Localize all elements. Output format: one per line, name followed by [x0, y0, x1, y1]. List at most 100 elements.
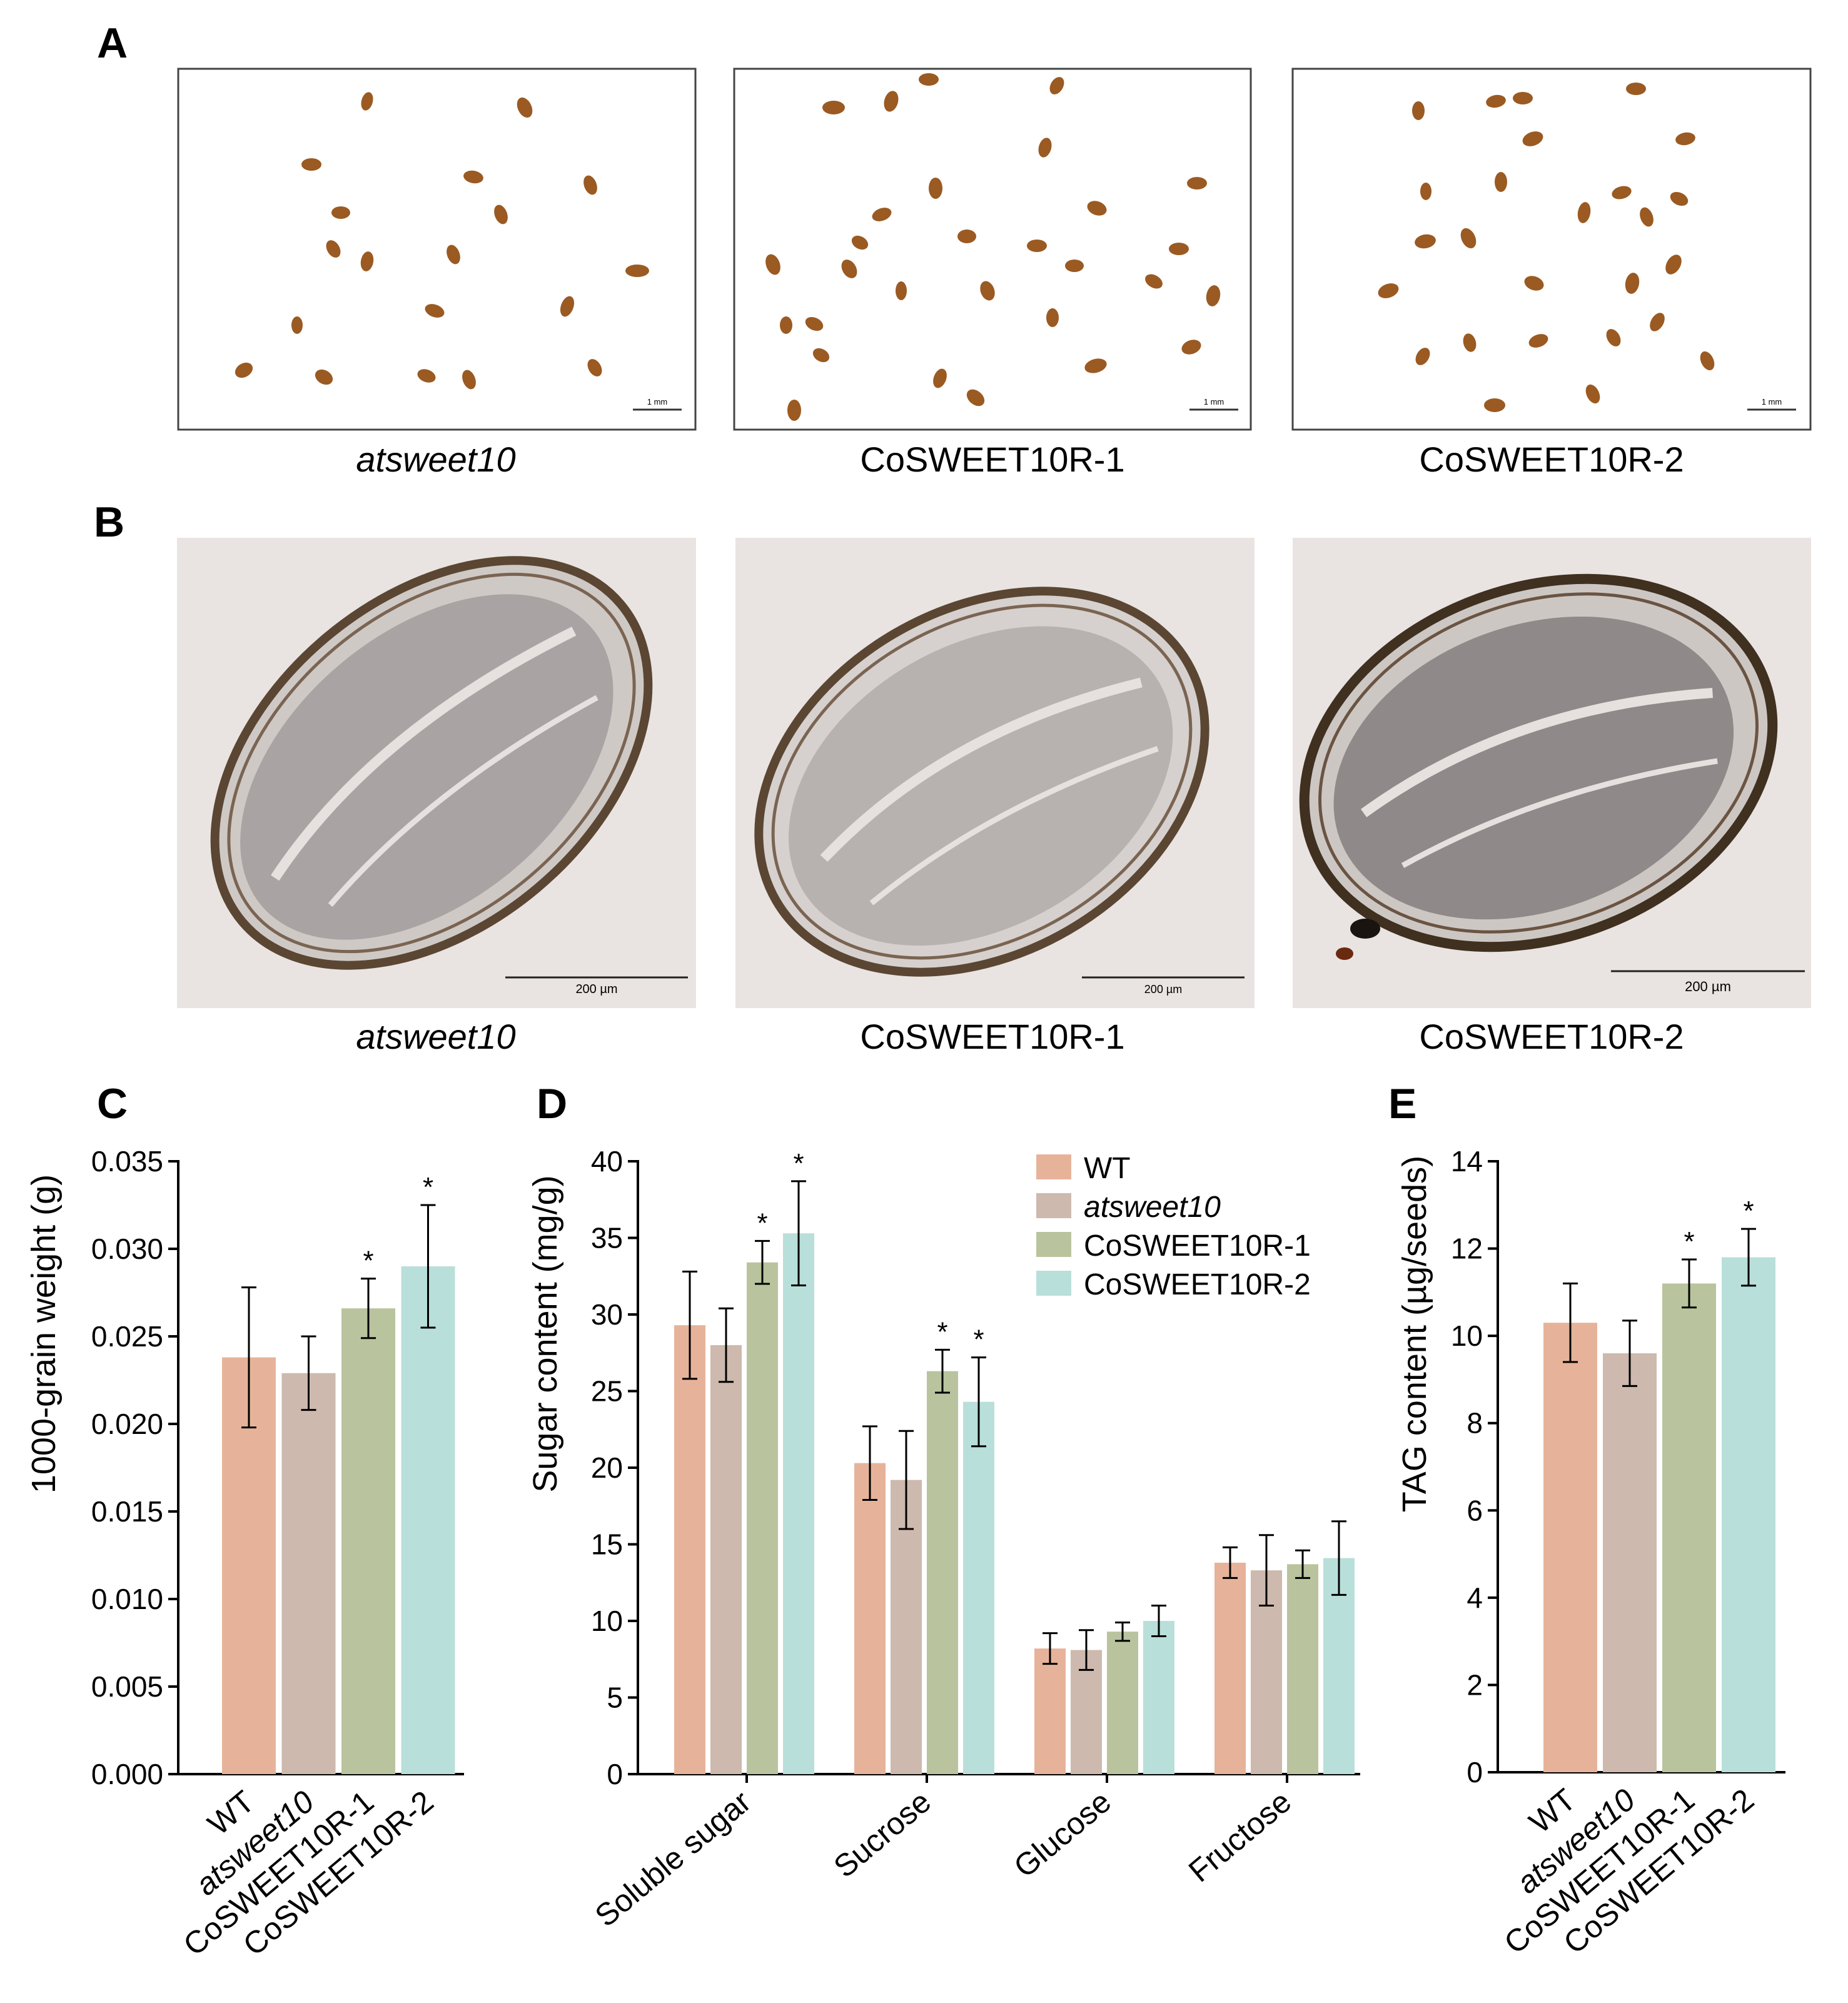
panel-b-letter: B: [94, 498, 124, 546]
chart-e-atsweet10-bar: [1603, 1353, 1657, 1772]
panel-a-image-2: 1 mm: [733, 68, 1252, 431]
chart-d-bars: * * * *: [674, 1148, 1355, 1774]
chart-e-ytick-label: 12: [1451, 1233, 1483, 1265]
chart-d-soluble-sugar-wt-bar: [674, 1325, 705, 1774]
seeds-atsweet10: [235, 92, 649, 390]
chart-e-wt-bar: [1543, 1323, 1597, 1772]
chart-e-cosweet10r-1-bar: [1662, 1283, 1716, 1772]
chart-e-ytick-label: 14: [1451, 1145, 1483, 1178]
chart-e-cosweet10r-2-bar: [1722, 1257, 1775, 1772]
panel-b-image-2: 200 µm: [735, 538, 1255, 1008]
scale-bar-label-b3: 200 µm: [1685, 979, 1731, 994]
caption-b-cosweet10r-2: CoSWEET10R-2: [1419, 1017, 1684, 1056]
caption-a-atsweet10: atsweet10: [356, 440, 515, 479]
chart-c-cosweet10r-2-bar: [401, 1266, 455, 1774]
scale-bar-label-b2: 200 µm: [1144, 983, 1182, 996]
scale-bar-label-a3: 1 mm: [1762, 397, 1782, 406]
chart-d-ytick-label: 5: [607, 1682, 623, 1714]
caption-a-cosweet10r-2: CoSWEET10R-2: [1419, 440, 1684, 479]
chart-e-ytick-label: 4: [1467, 1582, 1483, 1614]
scale-bar-label-a1: 1 mm: [647, 397, 668, 406]
panel-a-image-3: 1 mm: [1291, 68, 1812, 431]
chart-c-ticks: 0.000 0.005 0.010 0.015 0.020 0.025 0.030 0.035: [91, 1145, 464, 1790]
chart-d: D Sugar content (mg/g) 0510152025303540 …: [527, 1080, 1360, 1934]
chart-d-sucrose-cosweet10r-1-significance-mark: *: [937, 1316, 947, 1347]
panel-e-letter: E: [1388, 1080, 1416, 1128]
chart-c-cosweet10r-1-significance-mark: *: [363, 1246, 373, 1276]
chart-d-soluble-sugar-cosweet10r-1-bar: [747, 1262, 778, 1774]
chart-c-ytick-label: 0.015: [91, 1495, 163, 1528]
chart-d-sucrose-cosweet10r-2-significance-mark: *: [973, 1324, 984, 1355]
chart-d-ylabel: Sugar content (mg/g): [527, 1175, 564, 1492]
chart-d-xlabel-sucrose: Sucrose: [827, 1784, 938, 1885]
chart-d-ytick-label: 40: [591, 1145, 623, 1178]
scale-bar-label-b1: 200 µm: [575, 982, 617, 996]
chart-c-ytick-label: 0.005: [91, 1670, 163, 1703]
chart-d-glucose-cosweet10r-2-bar: [1143, 1621, 1174, 1774]
panel-b-image-1: 200 µm: [177, 538, 696, 1008]
chart-e-ticks: 0 2 4 6 8 10 12 14: [1451, 1145, 1785, 1789]
chart-d-legend: WT atsweet10 CoSWEET10R-1 CoSWEET10R-2: [1036, 1152, 1311, 1301]
caption-b-atsweet10: atsweet10: [356, 1017, 515, 1056]
chart-e-ytick-label: 0: [1467, 1756, 1483, 1789]
chart-d-xlabel-fructose: Fructose: [1182, 1784, 1298, 1889]
seeds-cosweet10r-2: [1378, 83, 1715, 412]
scale-bar-label-a2: 1 mm: [1204, 397, 1224, 406]
legend-label-atsweet10: atsweet10: [1084, 1191, 1221, 1224]
panel-d-letter: D: [537, 1080, 567, 1128]
chart-d-ytick-label: 25: [591, 1375, 623, 1408]
panel-b-image-3: 200 µm: [1293, 538, 1811, 1008]
chart-d-fructose-wt-bar: [1214, 1562, 1246, 1774]
chart-d-sucrose-cosweet10r-2-bar: [963, 1401, 994, 1774]
chart-d-glucose-cosweet10r-1-bar: [1107, 1632, 1138, 1774]
legend-swatch-wt: [1036, 1154, 1071, 1179]
chart-d-ytick-label: 0: [607, 1758, 623, 1790]
chart-e-bars: **: [1543, 1196, 1775, 1772]
chart-d-xlabel-soluble-sugar: Soluble sugar: [588, 1784, 757, 1934]
caption-a-cosweet10r-1: CoSWEET10R-1: [860, 440, 1124, 479]
chart-c: C 1000-grain weight (g) 0.0000.0050.0100…: [25, 1080, 464, 1962]
legend-swatch-cosweet10r-1: [1036, 1232, 1071, 1257]
legend-label-cosweet10r-2: CoSWEET10R-2: [1084, 1268, 1311, 1301]
chart-d-glucose-wt-bar: [1034, 1648, 1066, 1774]
panel-c-letter: C: [97, 1080, 128, 1128]
seeds-cosweet10r-1: [765, 73, 1221, 421]
chart-d-sucrose-cosweet10r-1-bar: [927, 1371, 958, 1774]
chart-c-cosweet10r-2-significance-mark: *: [423, 1172, 433, 1203]
chart-d-soluble-sugar-cosweet10r-2-significance-mark: *: [793, 1148, 804, 1179]
chart-e-ytick-label: 2: [1467, 1668, 1483, 1701]
chart-d-ytick-label: 30: [591, 1298, 623, 1331]
chart-d-fructose-cosweet10r-1-bar: [1287, 1564, 1318, 1774]
chart-d-ytick-label: 20: [591, 1451, 623, 1484]
legend-swatch-cosweet10r-2: [1036, 1271, 1071, 1296]
chart-c-ytick-label: 0.025: [91, 1320, 163, 1353]
chart-e-ytick-label: 10: [1451, 1319, 1483, 1352]
chart-e-ytick-label: 8: [1467, 1407, 1483, 1440]
chart-e-cosweet10r-1-significance-mark: *: [1684, 1226, 1694, 1257]
legend-swatch-atsweet10: [1036, 1193, 1071, 1218]
chart-d-ytick-label: 10: [591, 1605, 623, 1637]
chart-d-soluble-sugar-atsweet10-bar: [710, 1345, 742, 1774]
chart-e-ytick-label: 6: [1467, 1494, 1483, 1526]
chart-d-ytick-label: 15: [591, 1528, 623, 1561]
chart-c-bars: **: [222, 1172, 455, 1774]
chart-d-sucrose-wt-bar: [854, 1463, 886, 1774]
legend-label-wt: WT: [1084, 1152, 1131, 1185]
chart-e-cosweet10r-2-significance-mark: *: [1743, 1196, 1754, 1226]
chart-c-ylabel: 1000-grain weight (g): [25, 1174, 63, 1493]
panel-a-image-1: 1 mm: [177, 68, 697, 431]
chart-c-cosweet10r-1-bar: [341, 1308, 395, 1774]
chart-c-ytick-label: 0.000: [91, 1758, 163, 1790]
chart-d-xlabels: Soluble sugar Sucrose Glucose Fructose: [588, 1784, 1298, 1934]
chart-d-soluble-sugar-cosweet10r-1-significance-mark: *: [757, 1208, 767, 1238]
chart-d-soluble-sugar-cosweet10r-2-bar: [783, 1233, 814, 1774]
legend-label-cosweet10r-1: CoSWEET10R-1: [1084, 1229, 1311, 1263]
chart-c-ytick-label: 0.035: [91, 1145, 163, 1178]
chart-c-ytick-label: 0.030: [91, 1233, 163, 1265]
chart-c-ytick-label: 0.020: [91, 1408, 163, 1440]
chart-d-xlabel-glucose: Glucose: [1007, 1784, 1118, 1885]
